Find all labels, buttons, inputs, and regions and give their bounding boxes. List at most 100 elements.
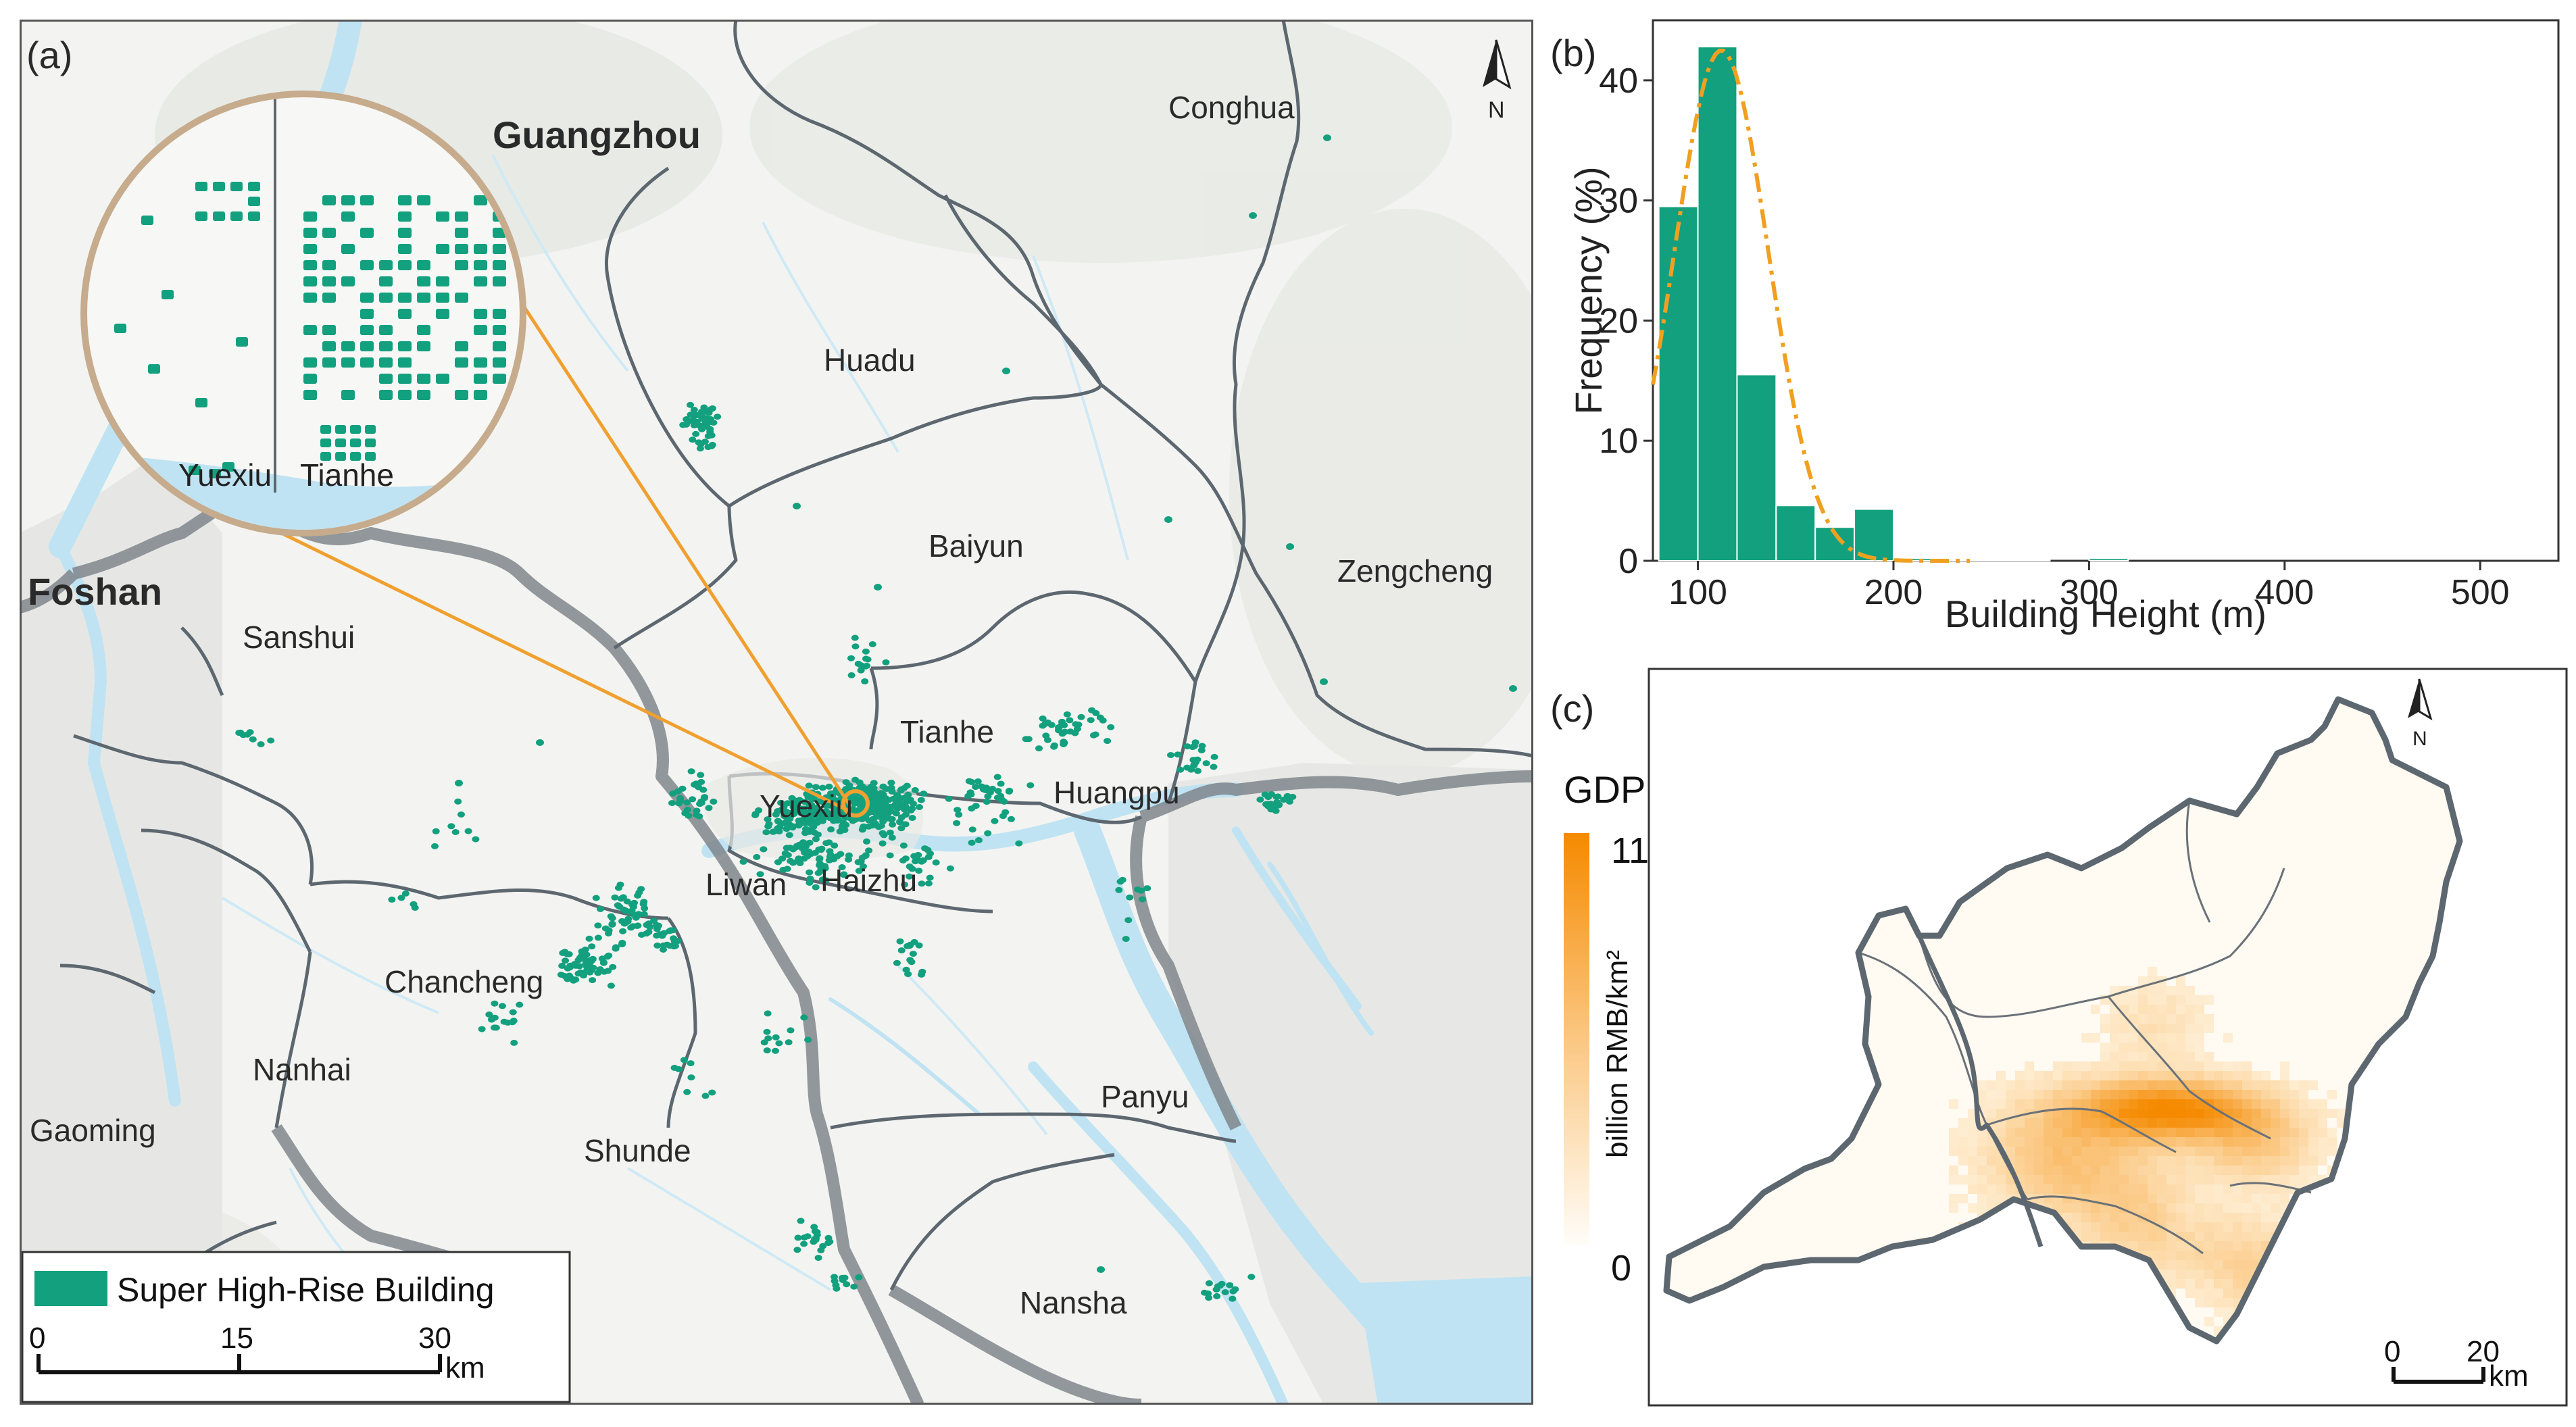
gdp-cell: [2148, 1194, 2157, 1203]
gdp-cell: [2091, 1033, 2100, 1043]
y-tick-label: 30: [1599, 182, 1638, 221]
building-dot: [464, 828, 472, 834]
gdp-cell: [2025, 1071, 2034, 1080]
gdp-cell: [2081, 1090, 2091, 1099]
building-dot: [1092, 709, 1100, 716]
gdp-cell: [2072, 1137, 2081, 1147]
plot-area-b: [1652, 19, 2560, 562]
building-dot: [687, 1074, 695, 1081]
gdp-cell: [2100, 1147, 2110, 1156]
building-dot: [983, 799, 991, 805]
gdp-cell: [2129, 1005, 2138, 1014]
gdp-cell: [2110, 1147, 2119, 1156]
building-dot: [904, 791, 912, 798]
building-dot: [953, 820, 961, 826]
building-dot: [1122, 936, 1130, 943]
building-dot: [880, 804, 888, 811]
inset-label-yuexiu: Yuexiu: [178, 457, 272, 493]
building-dot: [877, 822, 885, 829]
building-dot: [868, 641, 876, 647]
gdp-cell: [2025, 1166, 2034, 1175]
gdp-cell: [2157, 1203, 2166, 1213]
gdp-cell: [2195, 1080, 2204, 1090]
gdp-cell: [2185, 1061, 2195, 1071]
gdp-cell: [2176, 1147, 2185, 1156]
building-dot: [594, 934, 602, 941]
building-dot: [901, 821, 910, 828]
building-dot: [855, 1274, 863, 1280]
gdp-cell: [2204, 1241, 2214, 1251]
gdp-cell: [2280, 1156, 2289, 1166]
gdp-cell: [2119, 1052, 2129, 1061]
gdp-cell: [1949, 1147, 1958, 1156]
inset-building: [350, 452, 361, 461]
building-dot: [714, 414, 722, 420]
scale-tick-30: 30: [418, 1322, 451, 1355]
building-dot: [864, 656, 872, 663]
building-dot: [910, 853, 918, 859]
building-dot: [800, 1014, 808, 1021]
gdp-cell: [2138, 1241, 2148, 1251]
gdp-cell: [2138, 1156, 2148, 1166]
gdp-cell: [2233, 1080, 2242, 1090]
building-dot: [911, 786, 919, 793]
gdp-cell: [2308, 1137, 2318, 1147]
gdp-cell: [2308, 1175, 2318, 1184]
gdp-cell: [1977, 1184, 1987, 1194]
gdp-cell: [2242, 1080, 2252, 1090]
gdp-cell: [2081, 1184, 2091, 1194]
building-dot: [693, 807, 701, 814]
inset-building: [303, 357, 317, 368]
gdp-cell: [2034, 1128, 2044, 1137]
building-dot: [510, 1039, 518, 1046]
building-dot: [1272, 807, 1280, 814]
gdp-cell: [2166, 1156, 2176, 1166]
gdp-cell: [2100, 1175, 2110, 1184]
building-dot: [966, 789, 974, 796]
gdp-cell: [2100, 1128, 2110, 1137]
gdp-cell: [2110, 1052, 2119, 1061]
gdp-cell: [2242, 1194, 2252, 1203]
gdp-cell: [2062, 1203, 2072, 1213]
building-dot: [886, 829, 894, 836]
gdp-cell: [2204, 1232, 2214, 1241]
gdp-cell: [2280, 1090, 2289, 1099]
building-dot: [1074, 721, 1083, 728]
gdp-cell: [2129, 1156, 2138, 1166]
gdp-cell: [2072, 1109, 2081, 1118]
building-dot: [1005, 788, 1013, 795]
gdp-cell: [1987, 1156, 1996, 1166]
gdp-cell: [2195, 1033, 2204, 1043]
gdp-cell: [2252, 1090, 2261, 1099]
gdp-cell: [2176, 1279, 2185, 1288]
building-dot: [689, 796, 697, 803]
gdp-cell: [2119, 1061, 2129, 1071]
gdp-cell: [2062, 1213, 2072, 1222]
gdp-cell: [2195, 1213, 2204, 1222]
building-dot: [697, 411, 705, 418]
building-dot: [800, 1241, 808, 1247]
building-dot: [997, 780, 1005, 787]
gdp-cell: [2185, 1260, 2195, 1270]
inset-building: [365, 425, 376, 434]
district-label-chancheng: Chancheng: [385, 964, 543, 999]
gdp-cell: [2119, 1024, 2129, 1033]
gdp-cell: [2138, 1052, 2148, 1061]
building-dot: [881, 795, 889, 801]
gdp-cell: [2091, 1156, 2100, 1166]
gdp-cell: [2166, 1279, 2176, 1288]
gdp-cell: [2261, 1175, 2271, 1184]
building-dot: [653, 942, 662, 949]
gdp-cell: [2081, 1222, 2091, 1232]
building-dot: [763, 1047, 771, 1054]
gdp-cell: [2072, 1099, 2081, 1109]
building-dot: [793, 503, 801, 509]
gdp-cell: [2044, 1175, 2053, 1184]
gdp-cell: [2072, 1128, 2081, 1137]
inset-building: [236, 337, 248, 347]
gdp-cell: [2204, 1024, 2214, 1033]
gdp-cell: [1949, 1194, 1958, 1203]
gdp-cell: [2025, 1156, 2034, 1166]
gdp-cell: [2204, 995, 2214, 1005]
building-dot: [618, 941, 626, 948]
